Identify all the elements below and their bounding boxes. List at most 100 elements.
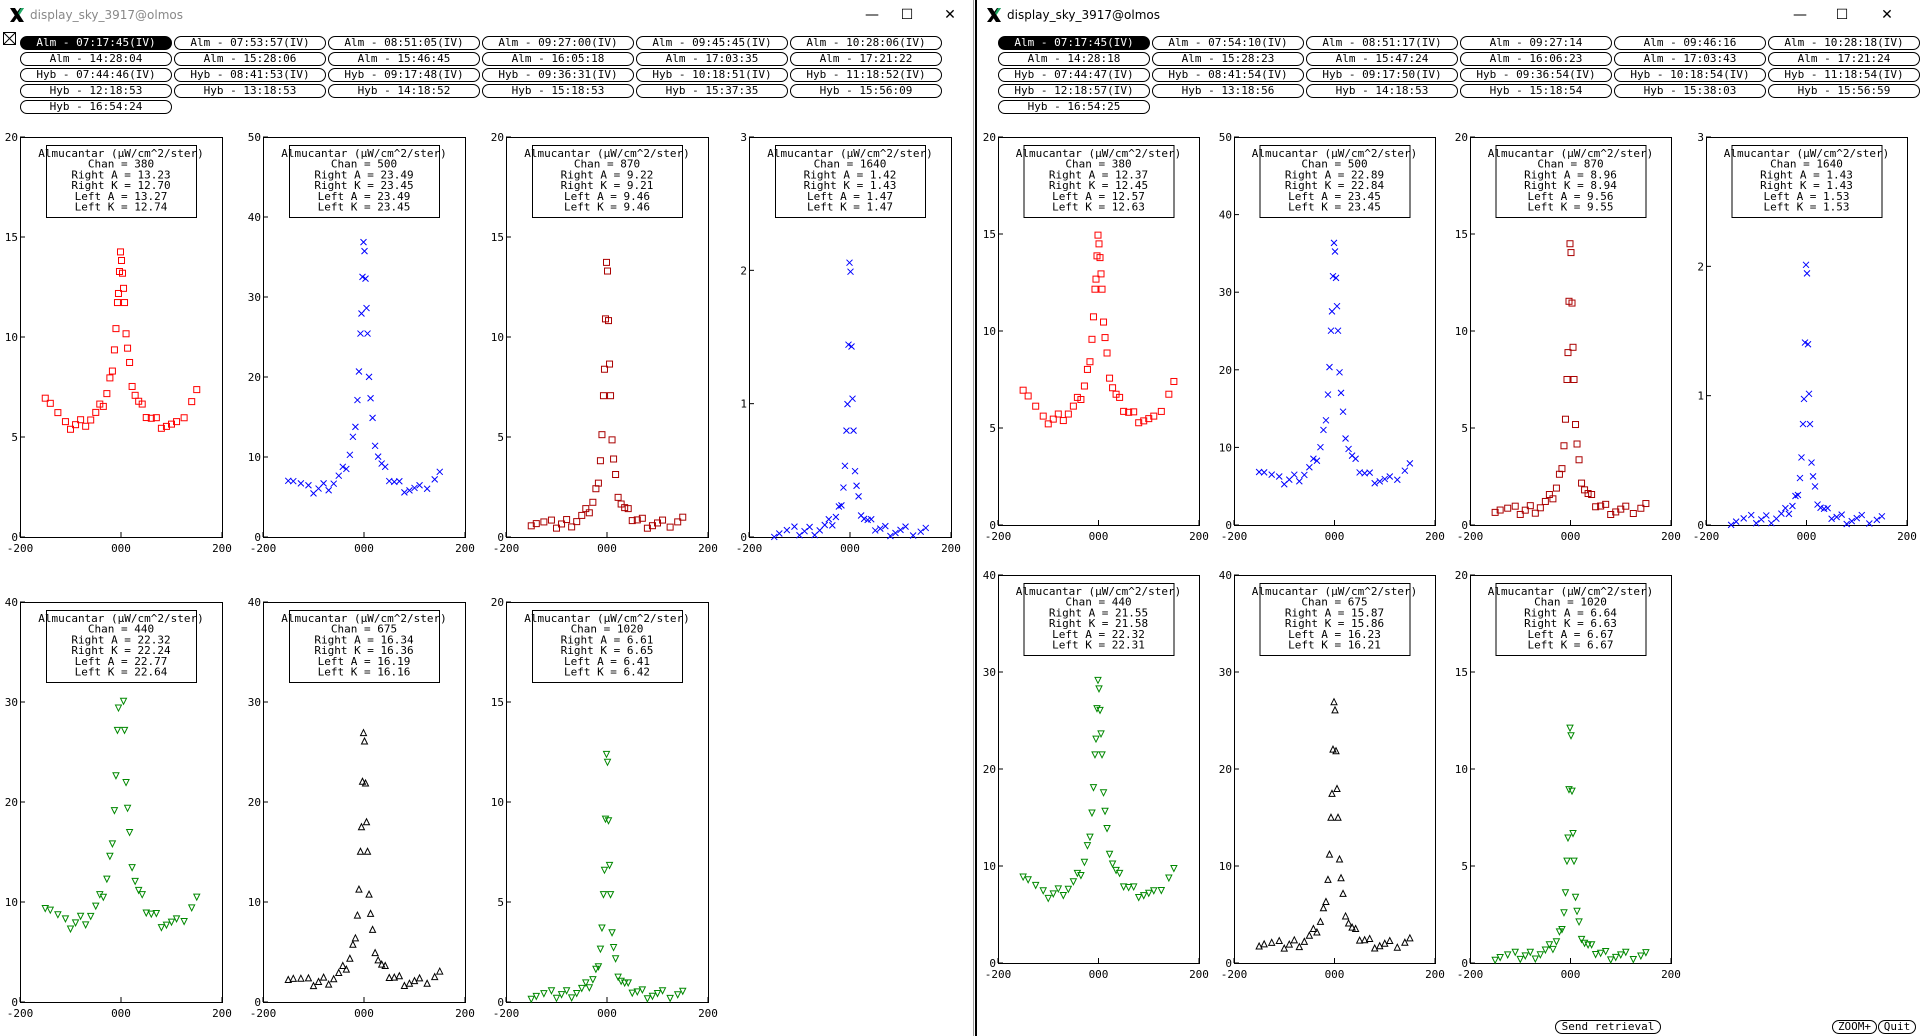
time-button[interactable]: Alm - 14:28:04 [20,52,172,66]
send-retrieval-button[interactable]: Send retrieval [1555,1020,1661,1034]
time-button[interactable]: Hyb - 13:18:56 [1152,84,1304,98]
data-point [1109,384,1117,392]
data-point [193,386,201,394]
data-point [381,463,389,471]
data-point [1086,833,1094,842]
time-button[interactable]: Alm - 09:27:14 [1460,36,1612,50]
legend-box [289,610,440,683]
y-tick-label: 20 [491,131,504,144]
time-button[interactable]: Hyb - 13:18:53 [174,84,326,98]
time-button[interactable]: Alm - 15:47:24 [1306,52,1458,66]
time-button[interactable]: Alm - 07:17:45(IV) [998,36,1150,50]
time-button[interactable]: Alm - 15:46:45 [328,52,480,66]
quit-button[interactable]: Quit [1878,1020,1916,1034]
time-button[interactable]: Hyb - 15:56:59 [1768,84,1920,98]
time-button[interactable]: Alm - 08:51:05(IV) [328,36,480,50]
y-tick-label: 20 [491,596,504,609]
data-point [1526,502,1534,510]
data-point [633,516,641,524]
time-button[interactable]: Hyb - 07:44:47(IV) [998,68,1150,82]
time-button[interactable]: Alm - 14:28:18 [998,52,1150,66]
time-button[interactable]: Hyb - 14:18:52 [328,84,480,98]
data-point [1622,502,1630,510]
data-point [112,325,120,333]
zoom-button[interactable]: ZOOM+ [1832,1020,1877,1034]
data-point [1568,787,1576,796]
data-point [1116,393,1124,401]
data-point [1504,504,1512,512]
time-button[interactable]: Alm - 10:28:18(IV) [1768,36,1920,50]
time-button[interactable]: Alm - 07:54:10(IV) [1152,36,1304,50]
data-series [41,248,201,433]
maximize-button[interactable]: ☐ [1835,7,1849,23]
time-button[interactable]: Alm - 15:28:06 [174,52,326,66]
y-tick-label: 15 [983,228,996,241]
time-button[interactable]: Hyb - 15:18:53 [482,84,634,98]
time-button[interactable]: Alm - 17:03:43 [1614,52,1766,66]
data-point [1865,520,1873,527]
data-point [1789,502,1796,510]
data-point [1365,934,1374,942]
close-box-icon[interactable] [3,32,16,45]
time-button[interactable]: Hyb - 08:41:53(IV) [174,68,326,82]
data-point [110,346,118,354]
time-button[interactable]: Hyb - 15:37:35 [636,84,788,98]
time-button[interactable]: Hyb - 16:54:24 [20,100,172,114]
time-button[interactable]: Alm - 16:06:23 [1460,52,1612,66]
time-button[interactable]: Alm - 08:51:17(IV) [1306,36,1458,50]
time-button[interactable]: Alm - 17:21:24 [1768,52,1920,66]
time-button[interactable]: Hyb - 15:18:54 [1460,84,1612,98]
time-button[interactable]: Alm - 09:27:00(IV) [482,36,634,50]
maximize-button[interactable]: ☐ [900,7,914,23]
title-bar[interactable]: display_sky_3917@olmos — ☐ ✕ [977,0,1920,30]
time-button[interactable]: Alm - 09:46:16 [1614,36,1766,50]
time-button[interactable]: Hyb - 11:18:54(IV) [1768,68,1920,82]
time-button[interactable]: Alm - 17:03:35 [636,52,788,66]
time-button[interactable]: Alm - 07:17:45(IV) [20,36,172,50]
time-button[interactable]: Hyb - 09:17:50(IV) [1306,68,1458,82]
time-button[interactable]: Hyb - 09:36:54(IV) [1460,68,1612,82]
data-point [1334,327,1342,335]
data-point [369,414,376,422]
time-button[interactable]: Alm - 17:21:22 [790,52,942,66]
client-area: Alm - 07:17:45(IV) Alm - 07:54:10(IV) Alm … [977,30,1920,1036]
time-button[interactable]: Alm - 09:45:45(IV) [636,36,788,50]
time-button[interactable]: Alm - 16:05:18 [482,52,634,66]
time-button[interactable]: Hyb - 12:18:57(IV) [998,84,1150,98]
time-button[interactable]: Hyb - 14:18:53 [1306,84,1458,98]
data-point [791,523,798,530]
x-tick-label: 200 [1661,968,1681,981]
data-point [1808,459,1815,466]
time-button[interactable]: Hyb - 11:18:52(IV) [790,68,942,82]
time-button[interactable]: Hyb - 15:38:03 [1614,84,1766,98]
y-tick-label: 15 [1455,228,1468,241]
time-button[interactable]: Hyb - 08:41:54(IV) [1152,68,1304,82]
data-point [648,992,657,1001]
data-point [851,467,859,475]
data-point [297,480,305,487]
close-button[interactable]: ✕ [1881,7,1893,23]
data-point [578,511,586,519]
time-button[interactable]: Hyb - 16:54:25 [998,100,1150,114]
legend-box [1731,145,1883,218]
time-button[interactable]: Hyb - 07:44:46(IV) [20,68,172,82]
data-point [589,498,597,506]
time-button[interactable]: Hyb - 12:18:53 [20,84,172,98]
legend-right-k: Right K = 16.36 [314,644,413,657]
time-button[interactable]: Hyb - 09:36:31(IV) [482,68,634,82]
data-point [572,989,581,998]
time-button[interactable]: Alm - 10:28:06(IV) [790,36,942,50]
time-button[interactable]: Hyb - 10:18:54(IV) [1614,68,1766,82]
time-button[interactable]: Alm - 15:28:23 [1152,52,1304,66]
close-button[interactable]: ✕ [944,7,956,23]
data-point [1073,393,1081,401]
time-button[interactable]: Alm - 07:53:57(IV) [174,36,326,50]
minimize-button[interactable]: — [865,7,879,23]
data-point [1144,889,1153,898]
minimize-button[interactable]: — [1793,7,1807,23]
title-bar[interactable]: display_sky_3917@olmos — ☐ ✕ [0,0,973,30]
time-button[interactable]: Hyb - 10:18:51(IV) [636,68,788,82]
time-button[interactable]: Hyb - 09:17:48(IV) [328,68,480,82]
time-button[interactable]: Hyb - 15:56:09 [790,84,942,98]
data-point [1606,956,1615,964]
